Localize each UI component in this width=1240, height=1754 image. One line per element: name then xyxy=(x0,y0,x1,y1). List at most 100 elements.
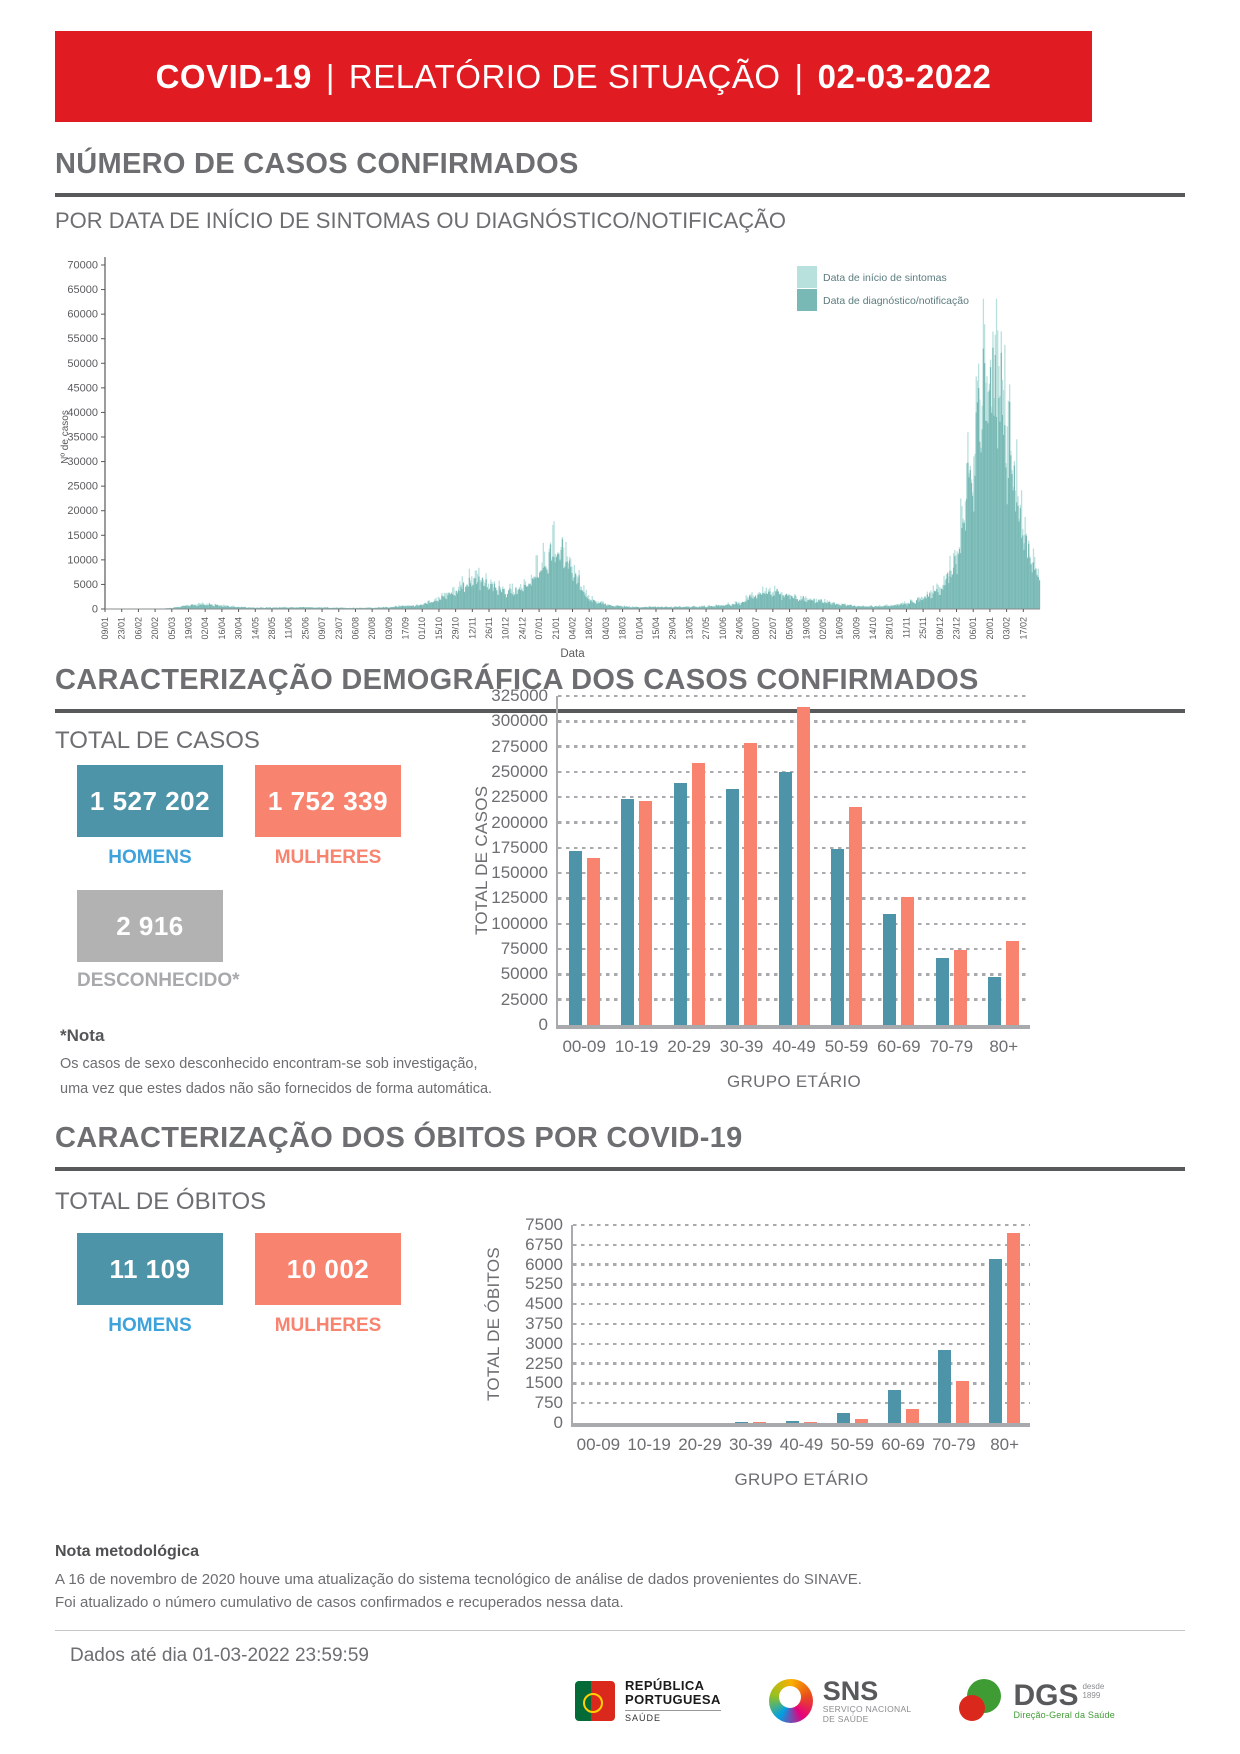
bar-mulheres-40-49 xyxy=(804,1421,817,1423)
epicurve-bar-diagnostico xyxy=(964,530,967,609)
epicurve-bar-diagnostico xyxy=(548,552,550,609)
epicurve-ytick: 10000 xyxy=(67,554,98,566)
deaths-women-label: MULHERES xyxy=(274,1315,382,1336)
epicurve-ytick: 0 xyxy=(92,604,98,616)
epicurve-bar-diagnostico xyxy=(741,601,744,609)
gridline xyxy=(573,1322,1030,1326)
bar-mulheres-30-39 xyxy=(753,1422,767,1423)
epicurve-bar-diagnostico xyxy=(716,605,719,609)
epicurve-bar-diagnostico xyxy=(676,606,678,609)
epicurve-bar-diagnostico xyxy=(963,523,965,609)
epicurve-bar-diagnostico xyxy=(807,600,809,609)
epicurve-bar-diagnostico xyxy=(175,607,177,609)
epicurve-bar-diagnostico xyxy=(997,448,999,609)
bar-homens-80+ xyxy=(988,977,1002,1025)
epicurve-xtick: 17/02 xyxy=(1018,617,1028,640)
epicurve-bar-diagnostico xyxy=(169,607,171,609)
epicurve-xtick: 09/07 xyxy=(317,617,327,640)
epicurve-bar-diagnostico xyxy=(795,599,797,609)
epicurve-bar-diagnostico xyxy=(898,605,900,609)
epicurve-bar-diagnostico xyxy=(342,607,344,609)
epicurve-bar-diagnostico xyxy=(316,607,318,609)
epicurve-bar-diagnostico xyxy=(652,606,654,609)
gridline xyxy=(558,694,1030,698)
epicurve-bar-diagnostico xyxy=(884,605,887,609)
epicurve-bar-diagnostico xyxy=(453,594,455,609)
epicurve-xtick: 20/08 xyxy=(367,617,377,640)
epicurve-xtick: 30/04 xyxy=(234,617,244,640)
epicurve-bar-diagnostico xyxy=(497,595,499,609)
epicurve-bar-diagnostico xyxy=(937,592,939,609)
epicurve-bar-diagnostico xyxy=(1010,455,1012,609)
epicurve-bar-diagnostico xyxy=(787,595,789,609)
epicurve-bar-diagnostico xyxy=(289,607,292,609)
epicurve-bar-diagnostico xyxy=(378,607,380,609)
epicurve-bar-diagnostico xyxy=(257,607,259,609)
epicurve-bar-diagnostico xyxy=(883,606,886,609)
epicurve-bar-diagnostico xyxy=(633,607,635,609)
epicurve-bar-diagnostico xyxy=(930,598,932,609)
epicurve-bar-diagnostico xyxy=(311,607,313,609)
epicurve-bar-diagnostico xyxy=(312,607,314,609)
bar-mulheres-50-59 xyxy=(848,807,862,1025)
epicurve-bar-diagnostico xyxy=(280,607,282,609)
epicurve-bar-diagnostico xyxy=(939,594,942,609)
epicurve-bar-diagnostico xyxy=(861,606,863,609)
bar-homens-40-49 xyxy=(778,771,792,1025)
epicurve-bar-diagnostico xyxy=(531,578,534,609)
epicurve-subtitle: POR DATA DE INÍCIO DE SINTOMAS OU DIAGNÓ… xyxy=(55,208,786,233)
epicurve-bar-diagnostico xyxy=(1016,502,1018,609)
epicurve-bar-diagnostico xyxy=(403,606,405,609)
bar-mulheres-10-19 xyxy=(639,801,653,1025)
epicurve-ytick: 20000 xyxy=(67,505,98,517)
epicurve-bar-diagnostico xyxy=(540,571,542,609)
epicurve-bar-diagnostico xyxy=(434,600,436,609)
epicurve-bar-diagnostico xyxy=(438,599,441,609)
epicurve-bar-diagnostico xyxy=(491,583,493,609)
epicurve-bar-diagnostico xyxy=(379,607,381,609)
y-axis-tick-label: 100000 xyxy=(491,913,548,933)
epicurve-xtick: 23/01 xyxy=(117,617,127,640)
epicurve-bar-diagnostico xyxy=(642,607,645,609)
note-line-1: Os casos de sexo desconhecido encontram-… xyxy=(60,1056,478,1072)
x-axis-tick-label: 80+ xyxy=(990,1435,1020,1454)
epicurve-bar-diagnostico xyxy=(374,607,376,609)
epicurve-ytick: 5000 xyxy=(74,579,98,591)
rp-line2: PORTUGUESA xyxy=(625,1692,721,1707)
epicurve-bar-diagnostico xyxy=(846,605,849,609)
epicurve-bar-diagnostico xyxy=(616,605,618,609)
epicurve-bar-diagnostico xyxy=(890,606,893,609)
epicurve-bar-diagnostico xyxy=(768,591,770,609)
epicurve-bar-diagnostico xyxy=(901,604,903,609)
epicurve-xtick: 20/01 xyxy=(985,617,995,640)
epicurve-xtick: 11/06 xyxy=(284,617,294,639)
epicurve-bar-diagnostico xyxy=(882,606,884,609)
gridline xyxy=(558,795,1030,799)
epicurve-bar-diagnostico xyxy=(863,606,865,609)
epicurve-bar-diagnostico xyxy=(791,597,794,609)
epicurve-bar-diagnostico xyxy=(443,596,445,609)
dgs-since-2: 1899 xyxy=(1082,1691,1101,1700)
epicurve-bar-diagnostico xyxy=(274,607,276,609)
epicurve-bar-diagnostico xyxy=(571,573,573,609)
y-axis-tick-label: 7500 xyxy=(525,1215,563,1234)
bar-mulheres-00-09 xyxy=(586,857,600,1025)
epicurve-bar-diagnostico xyxy=(393,606,395,609)
epicurve-bar-diagnostico xyxy=(727,604,729,609)
epicurve-bar-diagnostico xyxy=(776,589,778,609)
epicurve-bar-diagnostico xyxy=(769,591,771,609)
x-axis-tick-label: 50-59 xyxy=(824,1037,869,1056)
x-axis-tick-label: 20-29 xyxy=(678,1435,722,1454)
report-banner: COVID-19 | RELATÓRIO DE SITUAÇÃO | 02-03… xyxy=(55,31,1092,122)
y-axis-tick-label: 5250 xyxy=(525,1274,563,1294)
gridline xyxy=(573,1243,1030,1247)
epicurve-bar-diagnostico xyxy=(322,607,324,609)
epicurve-xtick: 18/03 xyxy=(618,617,628,640)
epicurve-bar-diagnostico xyxy=(906,605,908,609)
epicurve-bar-diagnostico xyxy=(941,588,943,609)
epicurve-bar-diagnostico xyxy=(240,607,243,609)
epicurve-bar-diagnostico xyxy=(524,585,527,609)
epicurve-bar-diagnostico xyxy=(528,584,530,609)
epicurve-bar-diagnostico xyxy=(537,578,540,609)
epicurve-bar-diagnostico xyxy=(521,589,523,609)
